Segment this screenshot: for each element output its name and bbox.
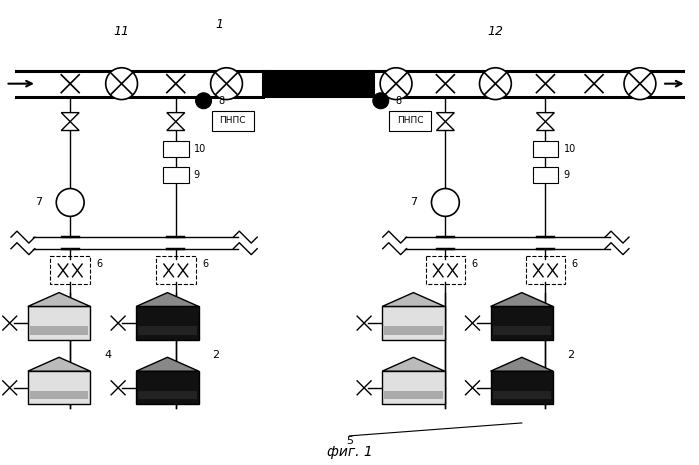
Text: 6: 6 [572,259,577,269]
Polygon shape [167,121,185,131]
Text: 12: 12 [487,25,503,38]
Bar [389,111,431,131]
Bar [136,371,199,405]
Polygon shape [136,357,199,371]
Polygon shape [28,292,90,306]
Bar [16,73,683,95]
Bar [384,391,442,399]
Text: ПНПС: ПНПС [219,116,246,125]
Polygon shape [167,113,185,121]
Text: 4: 4 [104,351,111,360]
Bar [533,167,559,183]
Bar [493,326,551,335]
Text: 10: 10 [563,144,576,154]
Bar [426,257,466,284]
Bar [526,257,565,284]
Bar [138,391,196,399]
Text: 11: 11 [114,25,129,38]
Polygon shape [62,121,79,131]
Bar [382,371,445,405]
Circle shape [380,68,412,100]
Text: фиг. 1: фиг. 1 [326,445,373,459]
Text: 10: 10 [194,144,206,154]
Text: 6: 6 [202,259,208,269]
Bar [156,257,196,284]
Bar [491,371,553,405]
Text: 7: 7 [36,198,43,207]
Polygon shape [136,292,199,306]
Bar [50,257,90,284]
Bar [138,326,196,335]
Text: 9: 9 [563,170,570,179]
Bar [30,391,88,399]
Bar [163,141,189,157]
Bar [384,326,442,335]
Text: 8: 8 [395,96,401,106]
Polygon shape [436,113,454,121]
Text: 9: 9 [194,170,200,179]
Polygon shape [28,357,90,371]
Polygon shape [436,121,454,131]
Circle shape [56,188,84,216]
Bar [28,306,90,340]
Circle shape [624,68,656,100]
Circle shape [431,188,459,216]
Text: 2: 2 [212,351,219,360]
Polygon shape [491,357,553,371]
Circle shape [106,68,138,100]
Circle shape [373,93,389,109]
Polygon shape [382,357,445,371]
Polygon shape [491,292,553,306]
Circle shape [210,68,243,100]
Text: 1: 1 [215,18,224,31]
Text: 6: 6 [96,259,103,269]
Text: 7: 7 [410,198,418,207]
Bar [493,391,551,399]
Bar [382,306,445,340]
Text: 8: 8 [218,96,224,106]
Text: 6: 6 [472,259,477,269]
Polygon shape [537,113,554,121]
Bar [136,306,199,340]
Bar [263,71,374,97]
Text: 2: 2 [567,351,574,360]
Polygon shape [382,292,445,306]
Circle shape [480,68,511,100]
Polygon shape [62,113,79,121]
Bar [28,371,90,405]
Bar [163,167,189,183]
Bar [533,141,559,157]
Bar [30,326,88,335]
Text: ПНПС: ПНПС [397,116,423,125]
Text: 5: 5 [346,436,353,445]
Polygon shape [537,121,554,131]
Bar [212,111,254,131]
Bar [491,306,553,340]
Circle shape [196,93,212,109]
